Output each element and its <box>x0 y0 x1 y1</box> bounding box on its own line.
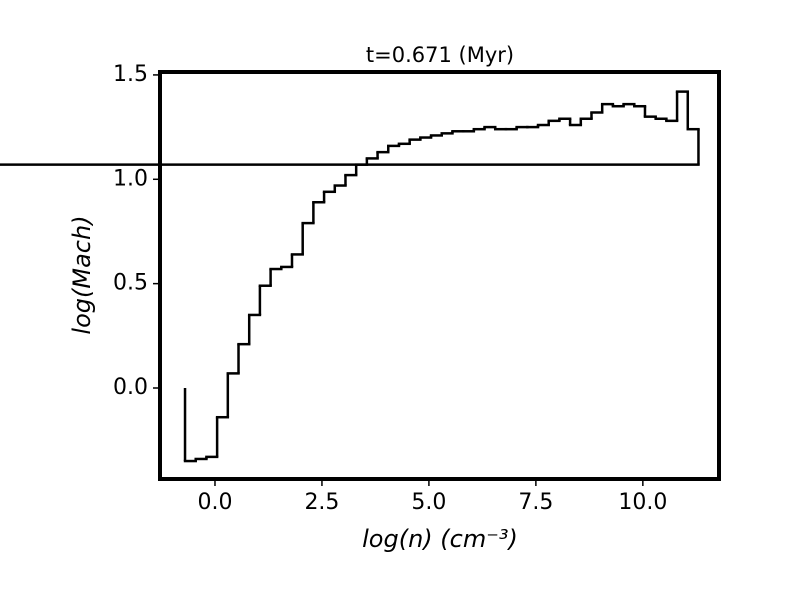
x-tick-label: 5.0 <box>411 490 446 515</box>
chart-title: t=0.671 (Myr) <box>366 43 514 67</box>
y-tick-label: 0.0 <box>113 375 148 400</box>
x-axis-label: log(n) (cm⁻³) <box>362 525 518 553</box>
x-tick-label: 7.5 <box>518 490 553 515</box>
y-tick-label: 0.5 <box>113 271 148 296</box>
y-tick-label: 1.0 <box>113 166 148 191</box>
y-tick-label: 1.5 <box>113 62 148 87</box>
x-tick-label: 0.0 <box>197 490 232 515</box>
y-axis-label: log(Mach) <box>68 215 96 334</box>
step-riser <box>183 91 700 462</box>
x-tick-label: 2.5 <box>304 490 339 515</box>
plot-frame <box>158 70 721 481</box>
x-tick-label: 10.0 <box>618 490 667 515</box>
